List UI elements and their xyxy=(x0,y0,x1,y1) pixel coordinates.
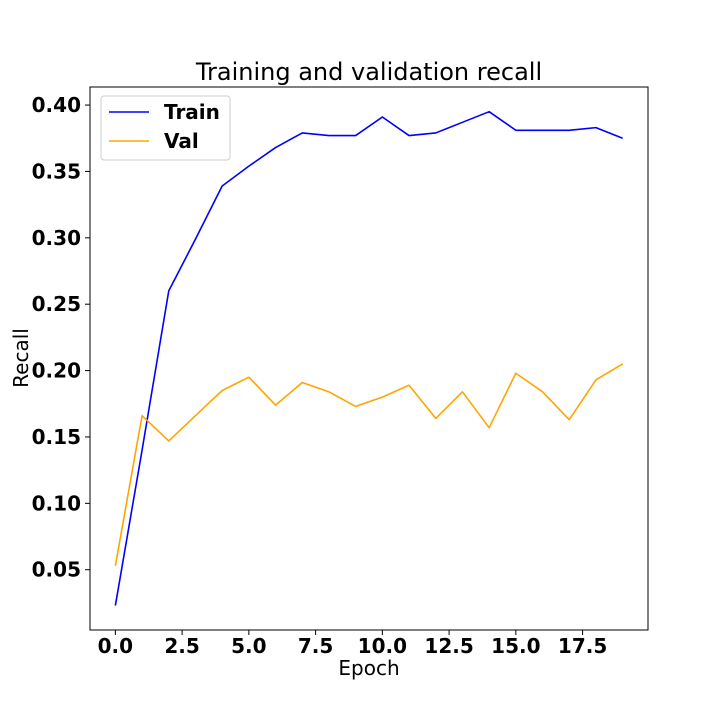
y-tick-label: 0.35 xyxy=(32,159,81,183)
x-tick-label: 7.5 xyxy=(298,634,333,658)
plot-area xyxy=(114,110,624,606)
x-tick-label: 12.5 xyxy=(424,634,473,658)
legend: Train Val xyxy=(100,95,231,161)
legend-label-val: Val xyxy=(164,129,199,153)
x-tick-label: 5.0 xyxy=(231,634,266,658)
series-line-train xyxy=(114,110,623,606)
y-tick-label: 0.30 xyxy=(32,226,81,250)
y-tick-label: 0.15 xyxy=(32,425,81,449)
chart-title: Training and validation recall xyxy=(195,58,542,86)
y-tick-label: 0.10 xyxy=(32,491,81,515)
y-tick-label: 0.40 xyxy=(32,93,81,117)
x-tick-label: 10.0 xyxy=(358,634,407,658)
series-line-val xyxy=(114,363,624,566)
axes: 0.0 2.5 5.0 7.5 10.0 12.5 15.0 17.5 0.05 0.10 0.15… xyxy=(32,86,649,658)
y-axis-label: Recall xyxy=(9,328,33,388)
y-tick-label: 0.25 xyxy=(32,292,81,316)
x-tick-label: 2.5 xyxy=(164,634,199,658)
y-tick-label: 0.05 xyxy=(32,558,81,582)
x-tick-label: 0.0 xyxy=(98,634,133,658)
x-tick-label: 15.0 xyxy=(491,634,540,658)
legend-label-train: Train xyxy=(164,100,220,124)
axes-frame xyxy=(89,86,649,631)
x-tick-label: 17.5 xyxy=(558,634,607,658)
x-axis-label: Epoch xyxy=(338,656,399,680)
y-tick-label: 0.20 xyxy=(32,359,81,383)
